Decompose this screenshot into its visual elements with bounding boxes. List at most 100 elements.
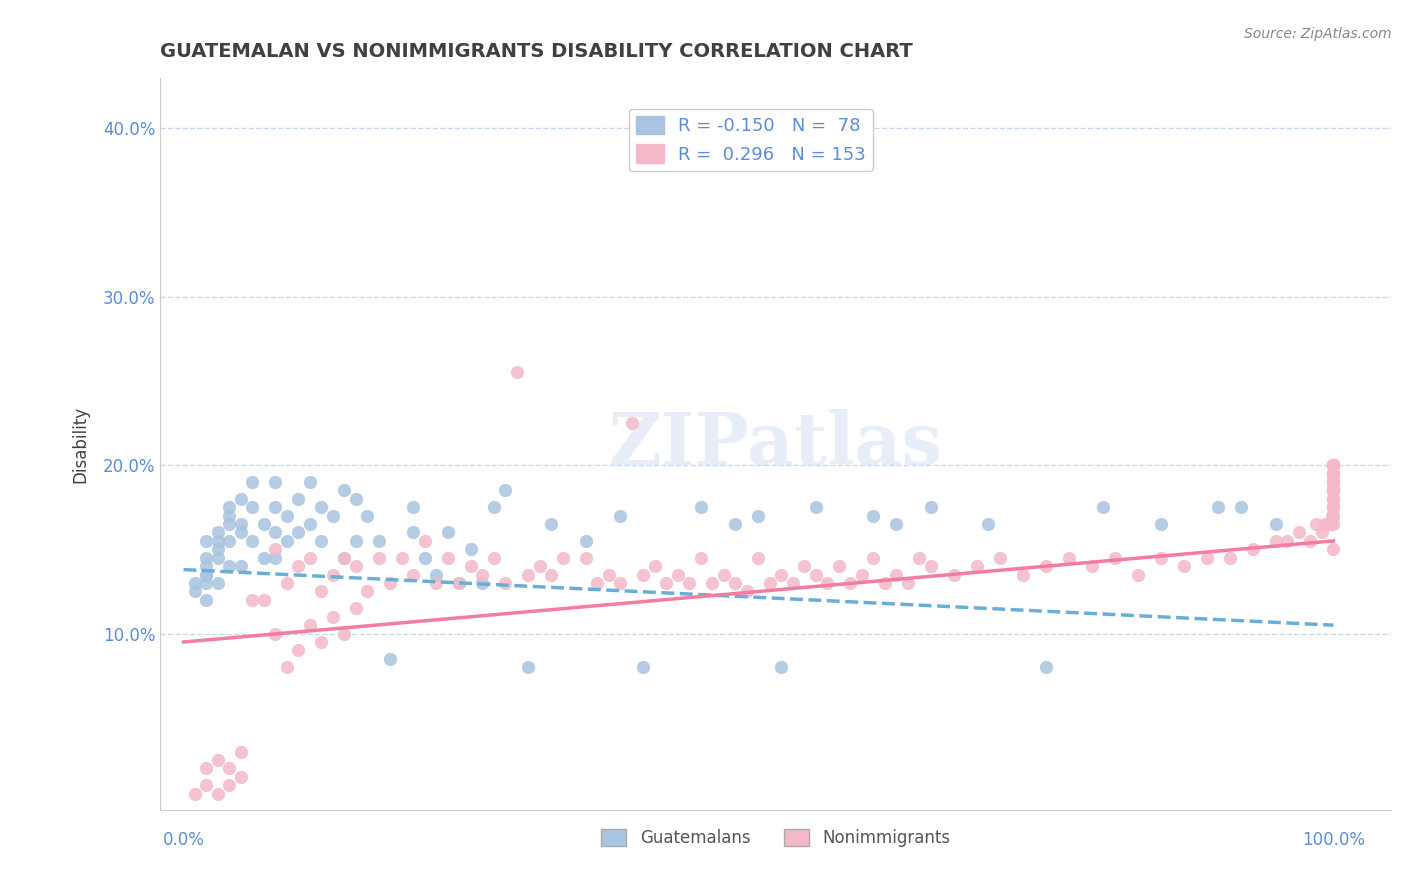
Point (517, 660, 540, 674)
Point (1322, 458, 1344, 472)
Text: ZIPatlas: ZIPatlas (609, 409, 943, 480)
Point (1035, 660, 1057, 674)
Point (655, 576, 678, 591)
Point (437, 550, 460, 565)
Point (1126, 567, 1149, 582)
Point (184, 584, 207, 599)
Point (506, 366, 529, 380)
Point (908, 550, 931, 565)
Point (1230, 500, 1253, 515)
Point (1322, 458, 1344, 472)
Point (1208, 500, 1230, 515)
Point (471, 576, 494, 591)
Point (1322, 483, 1344, 498)
Point (195, 761, 218, 775)
Point (1322, 475, 1344, 489)
Point (207, 753, 229, 767)
Point (1322, 475, 1344, 489)
Point (311, 584, 333, 599)
Point (678, 576, 700, 591)
Point (229, 559, 252, 574)
Point (735, 584, 758, 599)
Point (988, 550, 1011, 565)
Point (229, 770, 252, 784)
Point (1322, 508, 1344, 523)
Point (276, 660, 298, 674)
Point (276, 533, 298, 548)
Point (1322, 467, 1344, 481)
Text: 0.0%: 0.0% (163, 831, 204, 849)
Point (804, 567, 827, 582)
Point (449, 576, 471, 591)
Point (391, 550, 413, 565)
Point (1322, 467, 1344, 481)
Point (333, 550, 356, 565)
Point (264, 500, 287, 515)
Point (1322, 467, 1344, 481)
Point (207, 525, 229, 540)
Point (229, 745, 252, 759)
Point (1322, 458, 1344, 472)
Point (218, 508, 240, 523)
Point (402, 525, 425, 540)
Point (1310, 525, 1333, 540)
Point (287, 643, 309, 657)
Point (344, 559, 367, 574)
Point (344, 533, 367, 548)
Point (264, 550, 287, 565)
Point (713, 567, 735, 582)
Point (1195, 550, 1218, 565)
Point (920, 500, 942, 515)
Point (1173, 559, 1195, 574)
Point (1322, 467, 1344, 481)
Point (218, 500, 240, 515)
Point (1322, 467, 1344, 481)
Point (1322, 467, 1344, 481)
Point (287, 525, 309, 540)
Point (702, 576, 724, 591)
Text: Source: ZipAtlas.com: Source: ZipAtlas.com (1244, 27, 1392, 41)
Point (195, 593, 218, 607)
Point (1322, 458, 1344, 472)
Point (333, 483, 356, 498)
Point (1322, 475, 1344, 489)
Point (1322, 491, 1344, 506)
Point (1322, 475, 1344, 489)
Point (1150, 517, 1173, 532)
Point (620, 416, 643, 430)
Text: 100.0%: 100.0% (1302, 831, 1365, 849)
Point (817, 576, 839, 591)
Point (1322, 467, 1344, 481)
Point (1322, 458, 1344, 472)
Point (311, 533, 333, 548)
Point (575, 533, 598, 548)
Point (218, 517, 240, 532)
Legend: Guatemalans, Nonimmigrants: Guatemalans, Nonimmigrants (595, 822, 957, 854)
Point (586, 576, 609, 591)
Point (298, 550, 321, 565)
Point (1322, 475, 1344, 489)
Point (1322, 508, 1344, 523)
Point (1319, 517, 1341, 532)
Point (1322, 458, 1344, 472)
Point (264, 525, 287, 540)
Point (298, 517, 321, 532)
Point (344, 491, 367, 506)
Point (666, 567, 689, 582)
Point (1057, 550, 1080, 565)
Point (1322, 475, 1344, 489)
Point (471, 567, 494, 582)
Point (218, 533, 240, 548)
Point (207, 550, 229, 565)
Point (242, 533, 264, 548)
Point (264, 475, 287, 489)
Point (184, 787, 207, 801)
Point (1322, 467, 1344, 481)
Point (195, 778, 218, 792)
Point (218, 559, 240, 574)
Point (229, 491, 252, 506)
Point (368, 550, 391, 565)
Point (782, 576, 804, 591)
Point (886, 567, 908, 582)
Point (195, 576, 218, 591)
